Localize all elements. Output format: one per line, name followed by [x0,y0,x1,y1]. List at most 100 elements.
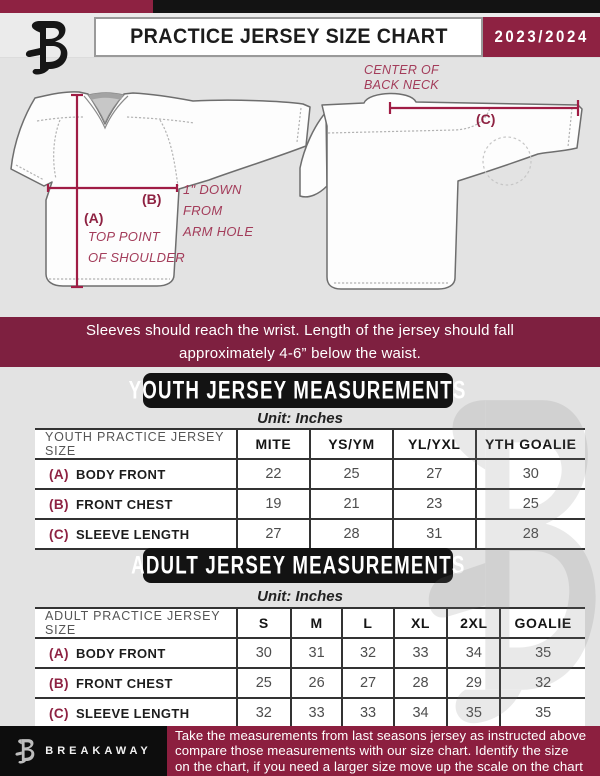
measurement-label: (A) BODY FRONT [35,458,237,489]
measurement-value: 30 [474,458,585,489]
youth-size-table: YOUTH PRACTICE JERSEY SIZE MITE YS/YM YL/YX… [35,428,585,550]
measurement-key: (A) [49,466,69,482]
size-column-header: 2XL [446,607,501,638]
measurement-value: 19 [235,488,310,519]
measurement-value: 27 [341,667,394,698]
measurement-value: 30 [235,637,291,668]
adult-size-table: ADULT PRACTICE JERSEY SIZE S M L XL 2XL GOALIE… [35,607,585,729]
size-row-header: ADULT PRACTICE JERSEY SIZE [35,607,237,638]
size-column-header: S [235,607,291,638]
top-strip-accent [0,0,153,13]
measurement-value: 34 [392,697,448,729]
measurement-value: 33 [392,637,448,668]
front-collar-inner [87,92,125,125]
footer-brand: BREAKAWAY [0,726,167,776]
measurement-value: 33 [341,697,394,729]
measurement-value: 21 [308,488,394,519]
footer-note-text: Take the measurements from last seasons … [175,727,587,774]
front-collar-band [89,93,123,100]
measurement-value: 29 [446,667,501,698]
front-measure-lines [46,93,179,289]
footer: BREAKAWAY Take the measurements from las… [0,726,600,776]
season-label: 2023/2024 [494,27,589,46]
page-title-box: PRACTICE JERSEY SIZE CHART [94,17,483,57]
measurement-key: (C) [49,705,69,721]
measurement-key: (A) [49,645,69,661]
size-column-header: YL/YXL [392,428,476,459]
adult-heading-label: ADULT JERSEY MEASUREMENTS [130,550,466,580]
size-column-header: M [289,607,343,638]
footer-brand-name: BREAKAWAY [45,745,152,757]
back-jersey-outline [321,92,583,290]
jersey-diagrams [10,91,583,290]
page-title: PRACTICE JERSEY SIZE CHART [129,25,448,48]
measurement-value: 26 [289,667,343,698]
instruction-banner: Sleeves should reach the wrist. Length o… [0,317,600,367]
measurement-row: (C) SLEEVE LENGTH 32 33 33 34 35 35 [35,697,585,729]
measurement-label: (A) BODY FRONT [35,637,237,668]
annotation-c-key: (C) [476,111,496,127]
measurement-value: 27 [235,518,310,550]
annotation-b-note: 1" DOWN FROM ARM HOLE [183,182,254,239]
back-measure-line [388,100,580,116]
measurement-value: 31 [392,518,476,550]
measurement-label: (B) FRONT CHEST [35,667,237,698]
instruction-banner-text: Sleeves should reach the wrist. Length o… [85,321,515,362]
size-column-header: YS/YM [308,428,394,459]
adult-table-wrap: ADULT PRACTICE JERSEY SIZE S M L XL 2XL GOALIE… [35,607,585,729]
youth-unit-label: Unit: Inches [257,410,343,427]
measurement-label: (C) SLEEVE LENGTH [35,518,237,550]
youth-section-heading: YOUTH JERSEY MEASUREMENTS [129,373,466,408]
annotation-b-key: (B) [142,191,162,207]
measurement-value: 25 [235,667,291,698]
measurement-value: 32 [235,697,291,729]
measurement-value: 28 [308,518,394,550]
measurement-value: 34 [446,637,501,668]
adult-section-heading: ADULT JERSEY MEASUREMENTS [131,548,464,583]
annotation-a-note: TOP POINT OF SHOULDER [88,229,185,265]
measurement-value: 35 [499,637,585,668]
measurement-value: 32 [499,667,585,698]
measurement-value: 22 [235,458,310,489]
measurement-row: (B) FRONT CHEST 19 21 23 25 [35,488,585,519]
measurement-row: (C) SLEEVE LENGTH 27 28 31 28 [35,518,585,550]
measurement-value: 23 [392,488,476,519]
measurement-value: 25 [308,458,394,489]
measurement-value: 25 [474,488,585,519]
back-seams [327,106,573,284]
measurement-value: 35 [446,697,501,729]
size-row-header: YOUTH PRACTICE JERSEY SIZE [35,428,237,459]
front-collar-trim [83,95,129,130]
measurement-row: (B) FRONT CHEST 25 26 27 28 29 32 [35,667,585,698]
measurement-value: 28 [474,518,585,550]
measurement-key: (C) [49,526,69,542]
annotation-c-note: CENTER OF BACK NECK [364,63,439,92]
youth-table-wrap: YOUTH PRACTICE JERSEY SIZE MITE YS/YM YL/YX… [35,428,585,550]
size-column-header: YTH GOALIE [474,428,585,459]
adult-unit-label: Unit: Inches [257,588,343,605]
season-badge: 2023/2024 [483,17,600,57]
footer-b-logo-icon [15,739,35,764]
measurement-value: 35 [499,697,585,729]
measurement-key: (B) [49,496,69,512]
front-seams [15,107,302,280]
size-column-header: MITE [235,428,310,459]
measurement-value: 27 [392,458,476,489]
annotation-a-key: (A) [84,210,104,226]
measurement-label: (B) FRONT CHEST [35,488,237,519]
measurement-value: 32 [341,637,394,668]
breakaway-b-logo-icon [25,21,68,75]
measurement-value: 31 [289,637,343,668]
measurement-row: (A) BODY FRONT 30 31 32 33 34 35 [35,637,585,668]
footer-note: Take the measurements from last seasons … [167,726,600,776]
size-column-header: XL [392,607,448,638]
measurement-value: 33 [289,697,343,729]
measurement-row: (A) BODY FRONT 22 25 27 30 [35,458,585,489]
youth-heading-label: YOUTH JERSEY MEASUREMENTS [129,375,467,405]
size-column-header: GOALIE [499,607,585,638]
back-left-sleeve [299,110,328,198]
measurement-key: (B) [49,675,69,691]
measurement-value: 28 [392,667,448,698]
size-column-header: L [341,607,394,638]
